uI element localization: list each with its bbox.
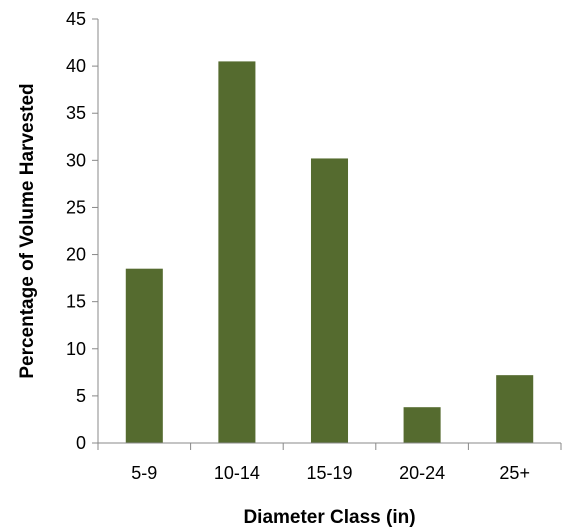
bar-15-19 xyxy=(310,158,349,443)
y-tick-label: 35 xyxy=(66,103,86,123)
y-tick-label: 5 xyxy=(76,386,86,406)
y-axis-ticks: 0 5 10 15 20 25 30 35 40 45 xyxy=(66,9,98,453)
y-tick-label: 25 xyxy=(66,197,86,217)
y-tick-label: 20 xyxy=(66,245,86,265)
y-tick-label: 10 xyxy=(66,339,86,359)
x-tick-label: 10-14 xyxy=(214,463,260,483)
x-axis-ticks: 5-9 10-14 15-19 20-24 25+ xyxy=(97,443,562,483)
x-axis-title: Diameter Class (in) xyxy=(243,507,415,528)
y-tick-label: 30 xyxy=(66,150,86,170)
x-tick-label: 5-9 xyxy=(131,463,157,483)
bar-20-24 xyxy=(403,407,441,443)
y-tick-label: 15 xyxy=(66,292,86,312)
y-tick-label: 45 xyxy=(66,9,86,29)
y-tick-label: 0 xyxy=(76,433,86,453)
x-tick-label: 25+ xyxy=(499,463,530,483)
bar-25+ xyxy=(496,375,534,443)
x-tick-label: 15-19 xyxy=(306,463,352,483)
y-axis-title: Percentage of Volume Harvested xyxy=(17,83,38,378)
x-tick-label: 20-24 xyxy=(399,463,445,483)
bar-10-14 xyxy=(218,61,256,444)
bars xyxy=(125,61,534,444)
y-tick-label: 40 xyxy=(66,56,86,76)
bar-5-9 xyxy=(125,268,163,443)
